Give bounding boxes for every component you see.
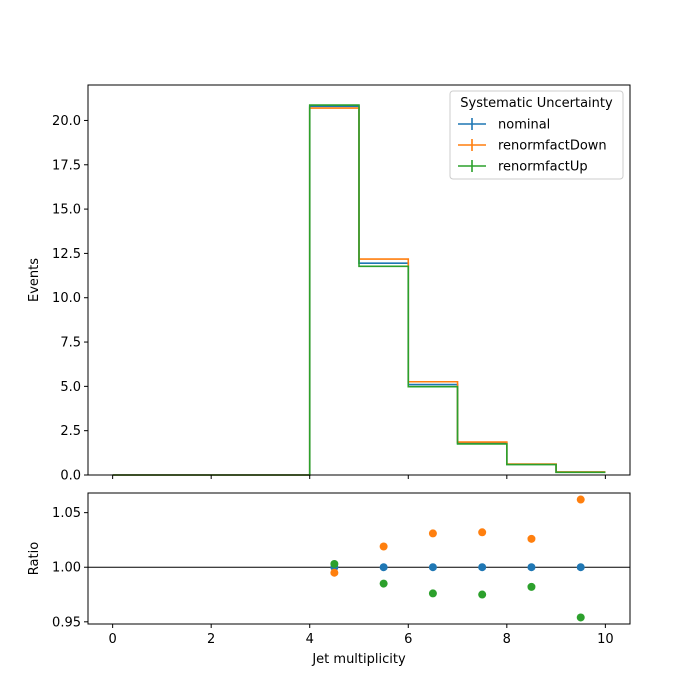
legend-entry-renormfactUp: renormfactUp <box>458 160 588 175</box>
main-y-tick-label: 2.5 <box>60 424 81 439</box>
main-y-axis-label: Events <box>27 258 42 302</box>
ratio-y-tick-label: 1.05 <box>52 506 81 521</box>
ratio-y-tick-label: 1.00 <box>52 561 81 576</box>
ratio-point-renormfactUp <box>330 559 339 568</box>
main-y-tick-label: 0.0 <box>60 469 81 484</box>
legend-label-renormfactUp: renormfactUp <box>498 160 588 175</box>
ratio-plot-panel: 0.95 1.00 1.05 0 2 4 6 8 10 Ratio Jet multiplic… <box>27 492 631 667</box>
main-x-axis <box>112 475 606 479</box>
main-y-tick-label: 17.5 <box>52 158 81 173</box>
ratio-point-renormfactUp <box>379 579 388 588</box>
legend: Systematic Uncertainty nominal renormfact… <box>449 90 624 180</box>
main-plot-panel: 0.02.55.07.510.012.515.017.520.0 Events … <box>27 84 631 484</box>
x-tick-label: 10 <box>597 632 614 647</box>
main-y-tick-label: 10.0 <box>52 291 81 306</box>
legend-title: Systematic Uncertainty <box>460 96 613 111</box>
main-y-tick-label: 7.5 <box>60 336 81 351</box>
x-tick-label: 6 <box>404 632 412 647</box>
legend-entries: nominal renormfactDown renormfactUp <box>458 118 607 175</box>
ratio-point-nominal <box>478 563 487 572</box>
ratio-point-nominal <box>379 563 388 572</box>
legend-label-nominal: nominal <box>498 118 550 133</box>
ratio-point-renormfactUp <box>428 589 437 598</box>
legend-entry-renormfactDown: renormfactDown <box>458 139 607 154</box>
main-y-tick-label: 12.5 <box>52 247 81 262</box>
ratio-axes-frame <box>87 492 631 625</box>
x-tick-label: 0 <box>108 632 116 647</box>
ratio-point-renormfactDown <box>428 529 437 538</box>
ratio-point-renormfactDown <box>576 495 585 504</box>
x-axis-label: Jet multiplicity <box>311 652 406 667</box>
main-y-axis: 0.0 2.5 5.0 7.5 10.0 12.5 15.0 17.5 20.0 <box>52 114 88 484</box>
ratio-point-renormfactDown <box>379 542 388 551</box>
ratio-y-tick-label: 0.95 <box>52 615 81 630</box>
legend-label-renormfactDown: renormfactDown <box>498 139 607 154</box>
main-y-tick-label: 15.0 <box>52 203 81 218</box>
main-y-tick-label: 20.0 <box>52 114 81 129</box>
main-axes-frame <box>87 84 631 476</box>
ratio-point-nominal <box>428 563 437 572</box>
ratio-y-axis: 0.95 1.00 1.05 <box>52 506 88 630</box>
ratio-point-renormfactUp <box>478 590 487 599</box>
ratio-y-axis-label: Ratio <box>27 542 42 575</box>
legend-entry-nominal: nominal <box>458 118 550 133</box>
x-tick-label: 4 <box>306 632 314 647</box>
ratio-point-renormfactDown <box>478 528 487 537</box>
main-y-tick-label: 5.0 <box>60 380 81 395</box>
ratio-point-nominal <box>527 563 536 572</box>
legend-box <box>449 90 624 180</box>
x-tick-label: 2 <box>207 632 215 647</box>
ratio-point-renormfactDown <box>330 568 339 577</box>
x-tick-label: 8 <box>503 632 511 647</box>
ratio-point-nominal <box>576 563 585 572</box>
ratio-point-renormfactDown <box>527 534 536 543</box>
ratio-point-renormfactUp <box>527 582 536 591</box>
ratio-data-layer <box>330 495 585 622</box>
ratio-x-axis: 0 2 4 6 8 10 <box>108 624 614 647</box>
ratio-point-renormfactUp <box>576 613 585 622</box>
